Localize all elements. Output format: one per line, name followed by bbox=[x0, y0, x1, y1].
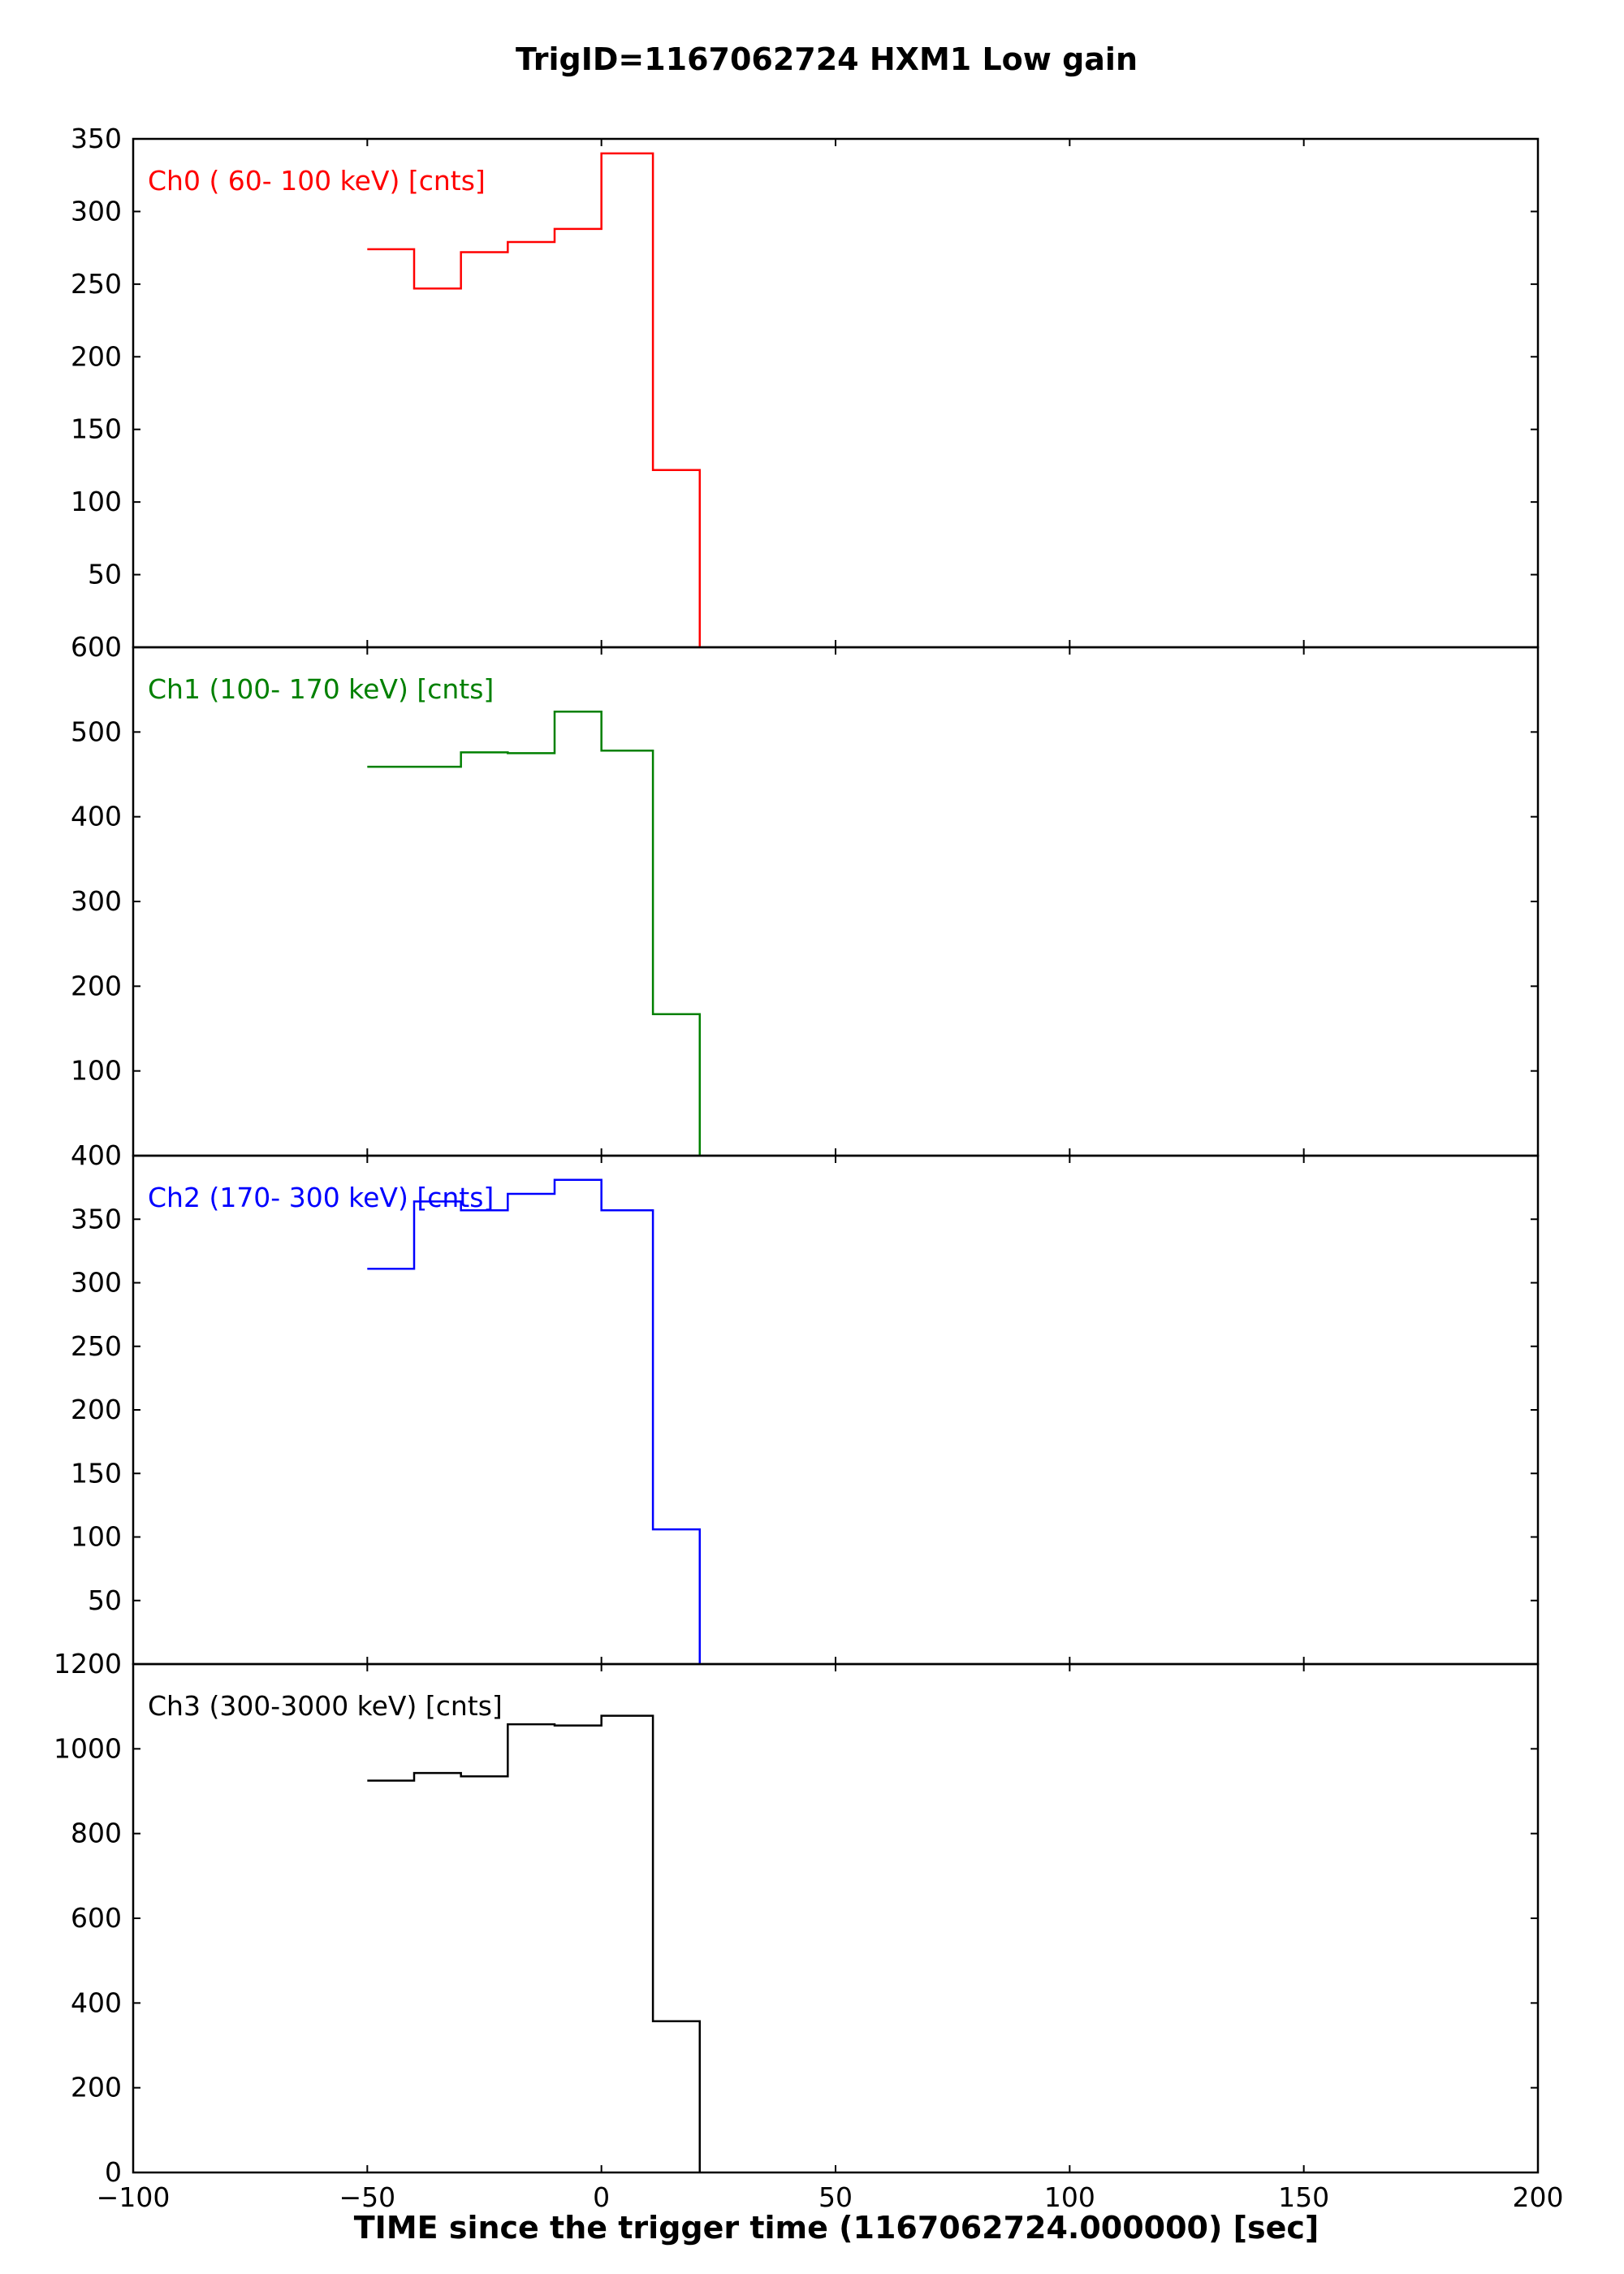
series-line-ch2 bbox=[367, 1178, 702, 1664]
panel-0: 50 100 150 200 250 300 350 Ch0 ( 60- 100 keV) [… bbox=[71, 123, 1540, 649]
panel-3: 0 200 400 600 800 1000 1200 Ch3 (300-3000 keV) … bbox=[54, 1648, 1540, 2188]
series-line-ch0 bbox=[367, 152, 702, 647]
panel-2: 50 100 150 200 250 300 350 400 Ch2 (170- 300 keV… bbox=[71, 1139, 1540, 1666]
y-tick-label: 200 bbox=[71, 1394, 122, 1425]
y-tick-label: 400 bbox=[71, 801, 122, 832]
y-tick-label: 150 bbox=[71, 413, 122, 445]
y-tick-label: 1000 bbox=[54, 1732, 122, 1764]
channel-label: Ch2 (170- 300 keV) [cnts] bbox=[148, 1182, 494, 1213]
y-tick-label: 600 bbox=[71, 1902, 122, 1934]
y-tick-label: 300 bbox=[71, 1267, 122, 1299]
y-tick-label: 250 bbox=[71, 268, 122, 300]
panels: 50 100 150 200 250 300 350 Ch0 ( 60- 100 keV) [… bbox=[54, 123, 1563, 2213]
channel-label: Ch1 (100- 170 keV) [cnts] bbox=[148, 673, 494, 705]
y-tick-label: 300 bbox=[71, 885, 122, 917]
y-tick-label: 800 bbox=[71, 1818, 122, 1849]
y-tick-label: 200 bbox=[71, 2072, 122, 2103]
y-tick-label: 1200 bbox=[54, 1648, 122, 1680]
x-axis-label: TIME since the trigger time (1167062724.… bbox=[354, 2210, 1319, 2246]
y-tick-label: 350 bbox=[71, 1203, 122, 1234]
y-tick-label: 400 bbox=[71, 1987, 122, 2018]
x-tick-label: −50 bbox=[339, 2181, 396, 2213]
y-tick-label: 200 bbox=[71, 340, 122, 372]
y-tick-label: 200 bbox=[71, 970, 122, 1001]
panel-1: 100 200 300 400 500 600 Ch1 (100- 170 keV) [cn… bbox=[71, 631, 1540, 1157]
y-tick-label: 350 bbox=[71, 123, 122, 154]
x-tick-label: −100 bbox=[97, 2181, 171, 2213]
series-line-ch3 bbox=[367, 1714, 702, 2172]
figure-title: TrigID=1167062724 HXM1 Low gain bbox=[516, 41, 1138, 77]
x-tick-label: 150 bbox=[1278, 2181, 1329, 2213]
y-tick-label: 600 bbox=[71, 631, 122, 663]
y-tick-label: 100 bbox=[71, 1521, 122, 1553]
x-tick-label: 100 bbox=[1044, 2181, 1095, 2213]
y-tick-label: 150 bbox=[71, 1457, 122, 1489]
y-tick-label: 400 bbox=[71, 1139, 122, 1171]
y-tick-label: 500 bbox=[71, 715, 122, 747]
y-tick-label: 100 bbox=[71, 1055, 122, 1087]
y-tick-label: 250 bbox=[71, 1330, 122, 1362]
y-tick-label: 50 bbox=[88, 559, 122, 590]
x-tick-label: 0 bbox=[593, 2181, 610, 2213]
y-tick-label: 50 bbox=[88, 1584, 122, 1616]
panel-frame bbox=[132, 1154, 1540, 1666]
y-tick-label: 300 bbox=[71, 195, 122, 227]
y-tick-label: 0 bbox=[105, 2156, 122, 2188]
panel-frame bbox=[132, 646, 1540, 1157]
x-tick-label: 200 bbox=[1513, 2181, 1564, 2213]
panel-frame bbox=[132, 137, 1540, 649]
channel-label: Ch0 ( 60- 100 keV) [cnts] bbox=[148, 165, 486, 197]
panel-frame bbox=[132, 1662, 1540, 2174]
channel-label: Ch3 (300-3000 keV) [cnts] bbox=[148, 1690, 503, 1722]
series-line-ch1 bbox=[367, 711, 702, 1156]
x-tick-label: 50 bbox=[818, 2181, 853, 2213]
y-tick-label: 100 bbox=[71, 486, 122, 517]
